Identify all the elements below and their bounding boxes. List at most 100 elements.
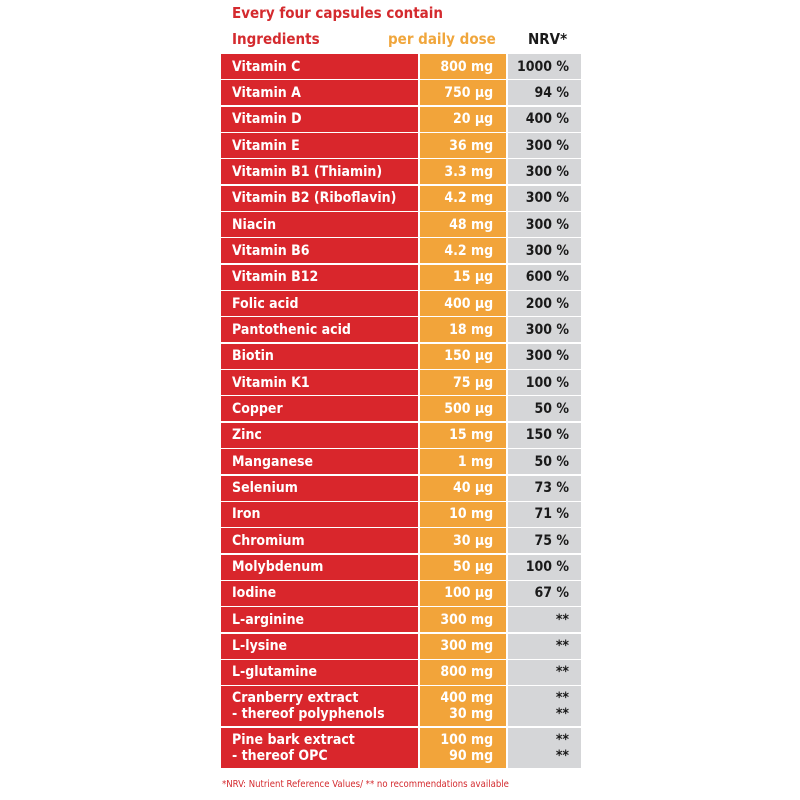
ingredient-name: Vitamin B12 (232, 269, 319, 286)
header-daily-dose: per daily dose (388, 30, 496, 48)
ingredient-name: Vitamin B2 (Riboflavin) (232, 190, 397, 207)
ingredient-name: L-glutamine (232, 664, 318, 681)
nrv-value: 73 % (534, 480, 569, 496)
nrv-value-cell: 100 % (508, 370, 581, 396)
table-row: Vitamin D 20 µg 400 % (221, 106, 581, 132)
daily-dose-value-cell: 100 mg 90 mg (420, 727, 507, 768)
nrv-value-cell: 300 % (508, 185, 581, 211)
ingredient-name: Pine bark extract (232, 731, 355, 748)
daily-dose-value-cell: 300 mg (420, 607, 507, 633)
nrv-value: 50 % (534, 400, 569, 417)
ingredient-name-sub: - thereof OPC (232, 747, 328, 764)
nrv-value: 50 % (534, 453, 569, 470)
daily-dose-value-cell: 150 µg (420, 343, 507, 369)
nrv-value-cell: 300 % (508, 343, 581, 369)
daily-dose-value-cell: 4.2 mg (420, 185, 507, 211)
nrv-value: 300 % (525, 137, 569, 154)
table-row: Iodine 100 µg 67 % (221, 580, 581, 606)
nrv-value-cell: 73 % (508, 475, 581, 501)
daily-dose-value-sub: 30 mg (449, 706, 494, 723)
table-row: Vitamin E 36 mg 300 % (221, 133, 581, 159)
nrv-value: 94 % (534, 84, 569, 101)
daily-dose-value-cell: 300 mg (420, 633, 507, 659)
nrv-value-cell: 94 % (508, 80, 581, 106)
ingredient-name: L-arginine (232, 611, 305, 628)
daily-dose-value-cell: 40 µg (420, 475, 507, 501)
daily-dose-value: 40 µg (452, 480, 494, 496)
daily-dose-value: 4.2 mg (444, 190, 494, 207)
nrv-value: 300 % (525, 216, 569, 233)
ingredient-name: Copper (232, 400, 283, 417)
nrv-value: ** (555, 611, 569, 628)
table-row: L-glutamine 800 mg ** (221, 659, 581, 685)
daily-dose-value: 48 mg (449, 216, 494, 233)
nrv-value-cell: ** (508, 607, 581, 633)
ingredient-name: Vitamin E (232, 137, 300, 154)
table-row: L-lysine 300 mg ** (221, 633, 581, 659)
daily-dose-value: 400 µg (444, 295, 494, 312)
table-row: Copper 500 µg 50 % (221, 396, 581, 422)
daily-dose-value: 100 mg (440, 731, 494, 748)
nrv-value: 100 % (525, 374, 569, 391)
nrv-value-cell: ** ** (508, 727, 581, 768)
ingredient-name: Biotin (232, 348, 274, 365)
ingredient-name: Molybdenum (232, 559, 324, 576)
ingredient-name-cell: Pantothenic acid (221, 317, 419, 343)
nrv-value: ** (555, 731, 569, 748)
nrv-value: 300 % (525, 163, 569, 180)
nrv-value-cell: ** ** (508, 686, 581, 727)
ingredient-name-cell: L-arginine (221, 607, 419, 633)
daily-dose-value: 4.2 mg (444, 242, 494, 259)
ingredient-name: Vitamin K1 (232, 374, 310, 391)
ingredient-name-cell: Vitamin B1 (Thiamin) (221, 159, 419, 185)
table-row: Iron 10 mg 71 % (221, 501, 581, 527)
ingredient-name-cell: Pine bark extract - thereof OPC (221, 727, 419, 768)
daily-dose-value-sub: 90 mg (449, 747, 494, 764)
ingredient-name: L-lysine (232, 638, 288, 655)
daily-dose-value: 300 mg (440, 638, 494, 655)
table-row: Folic acid 400 µg 200 % (221, 291, 581, 317)
nrv-value-cell: 300 % (508, 238, 581, 264)
ingredient-name: Chromium (232, 532, 305, 549)
nrv-value: 300 % (525, 190, 569, 207)
daily-dose-value: 300 mg (440, 611, 494, 628)
daily-dose-value-cell: 15 µg (420, 264, 507, 290)
nrv-value: 67 % (534, 585, 569, 602)
ingredient-name-cell: Vitamin A (221, 80, 419, 106)
nrv-value: 1000 % (516, 58, 569, 75)
ingredient-name-cell: Biotin (221, 343, 419, 369)
daily-dose-value: 3.3 mg (444, 163, 494, 180)
nrv-value: 100 % (525, 559, 569, 576)
daily-dose-value-cell: 100 µg (420, 580, 507, 606)
table-row: Chromium 30 µg 75 % (221, 528, 581, 554)
daily-dose-value-cell: 750 µg (420, 80, 507, 106)
ingredient-name-cell: Copper (221, 396, 419, 422)
ingredient-name: Selenium (232, 480, 298, 496)
daily-dose-value-cell: 20 µg (420, 106, 507, 132)
nrv-value-cell: 75 % (508, 528, 581, 554)
daily-dose-value: 1 mg (457, 453, 494, 470)
ingredient-name-cell: Niacin (221, 212, 419, 238)
daily-dose-value-cell: 400 mg 30 mg (420, 686, 507, 727)
daily-dose-value-cell: 3.3 mg (420, 159, 507, 185)
nrv-value: 600 % (525, 269, 569, 286)
daily-dose-value-cell: 50 µg (420, 554, 507, 580)
nrv-value-cell: 71 % (508, 501, 581, 527)
nrv-value-cell: 300 % (508, 159, 581, 185)
ingredient-name-cell: Vitamin B6 (221, 238, 419, 264)
ingredient-name: Iodine (232, 585, 277, 602)
ingredient-name: Cranberry extract (232, 690, 359, 707)
daily-dose-value: 750 µg (444, 84, 494, 101)
table-row: Biotin 150 µg 300 % (221, 343, 581, 369)
ingredient-name: Vitamin C (232, 58, 301, 75)
ingredient-name: Vitamin B6 (232, 242, 310, 259)
table-row: Vitamin A 750 µg 94 % (221, 80, 581, 106)
table-row: L-arginine 300 mg ** (221, 607, 581, 633)
daily-dose-value-cell: 500 µg (420, 396, 507, 422)
nrv-value-sub: ** (555, 706, 569, 723)
table-row: Zinc 15 mg 150 % (221, 422, 581, 448)
nrv-value-cell: 600 % (508, 264, 581, 290)
nrv-value: 300 % (525, 242, 569, 259)
ingredient-name-cell: L-glutamine (221, 659, 419, 685)
nrv-value-cell: ** (508, 659, 581, 685)
